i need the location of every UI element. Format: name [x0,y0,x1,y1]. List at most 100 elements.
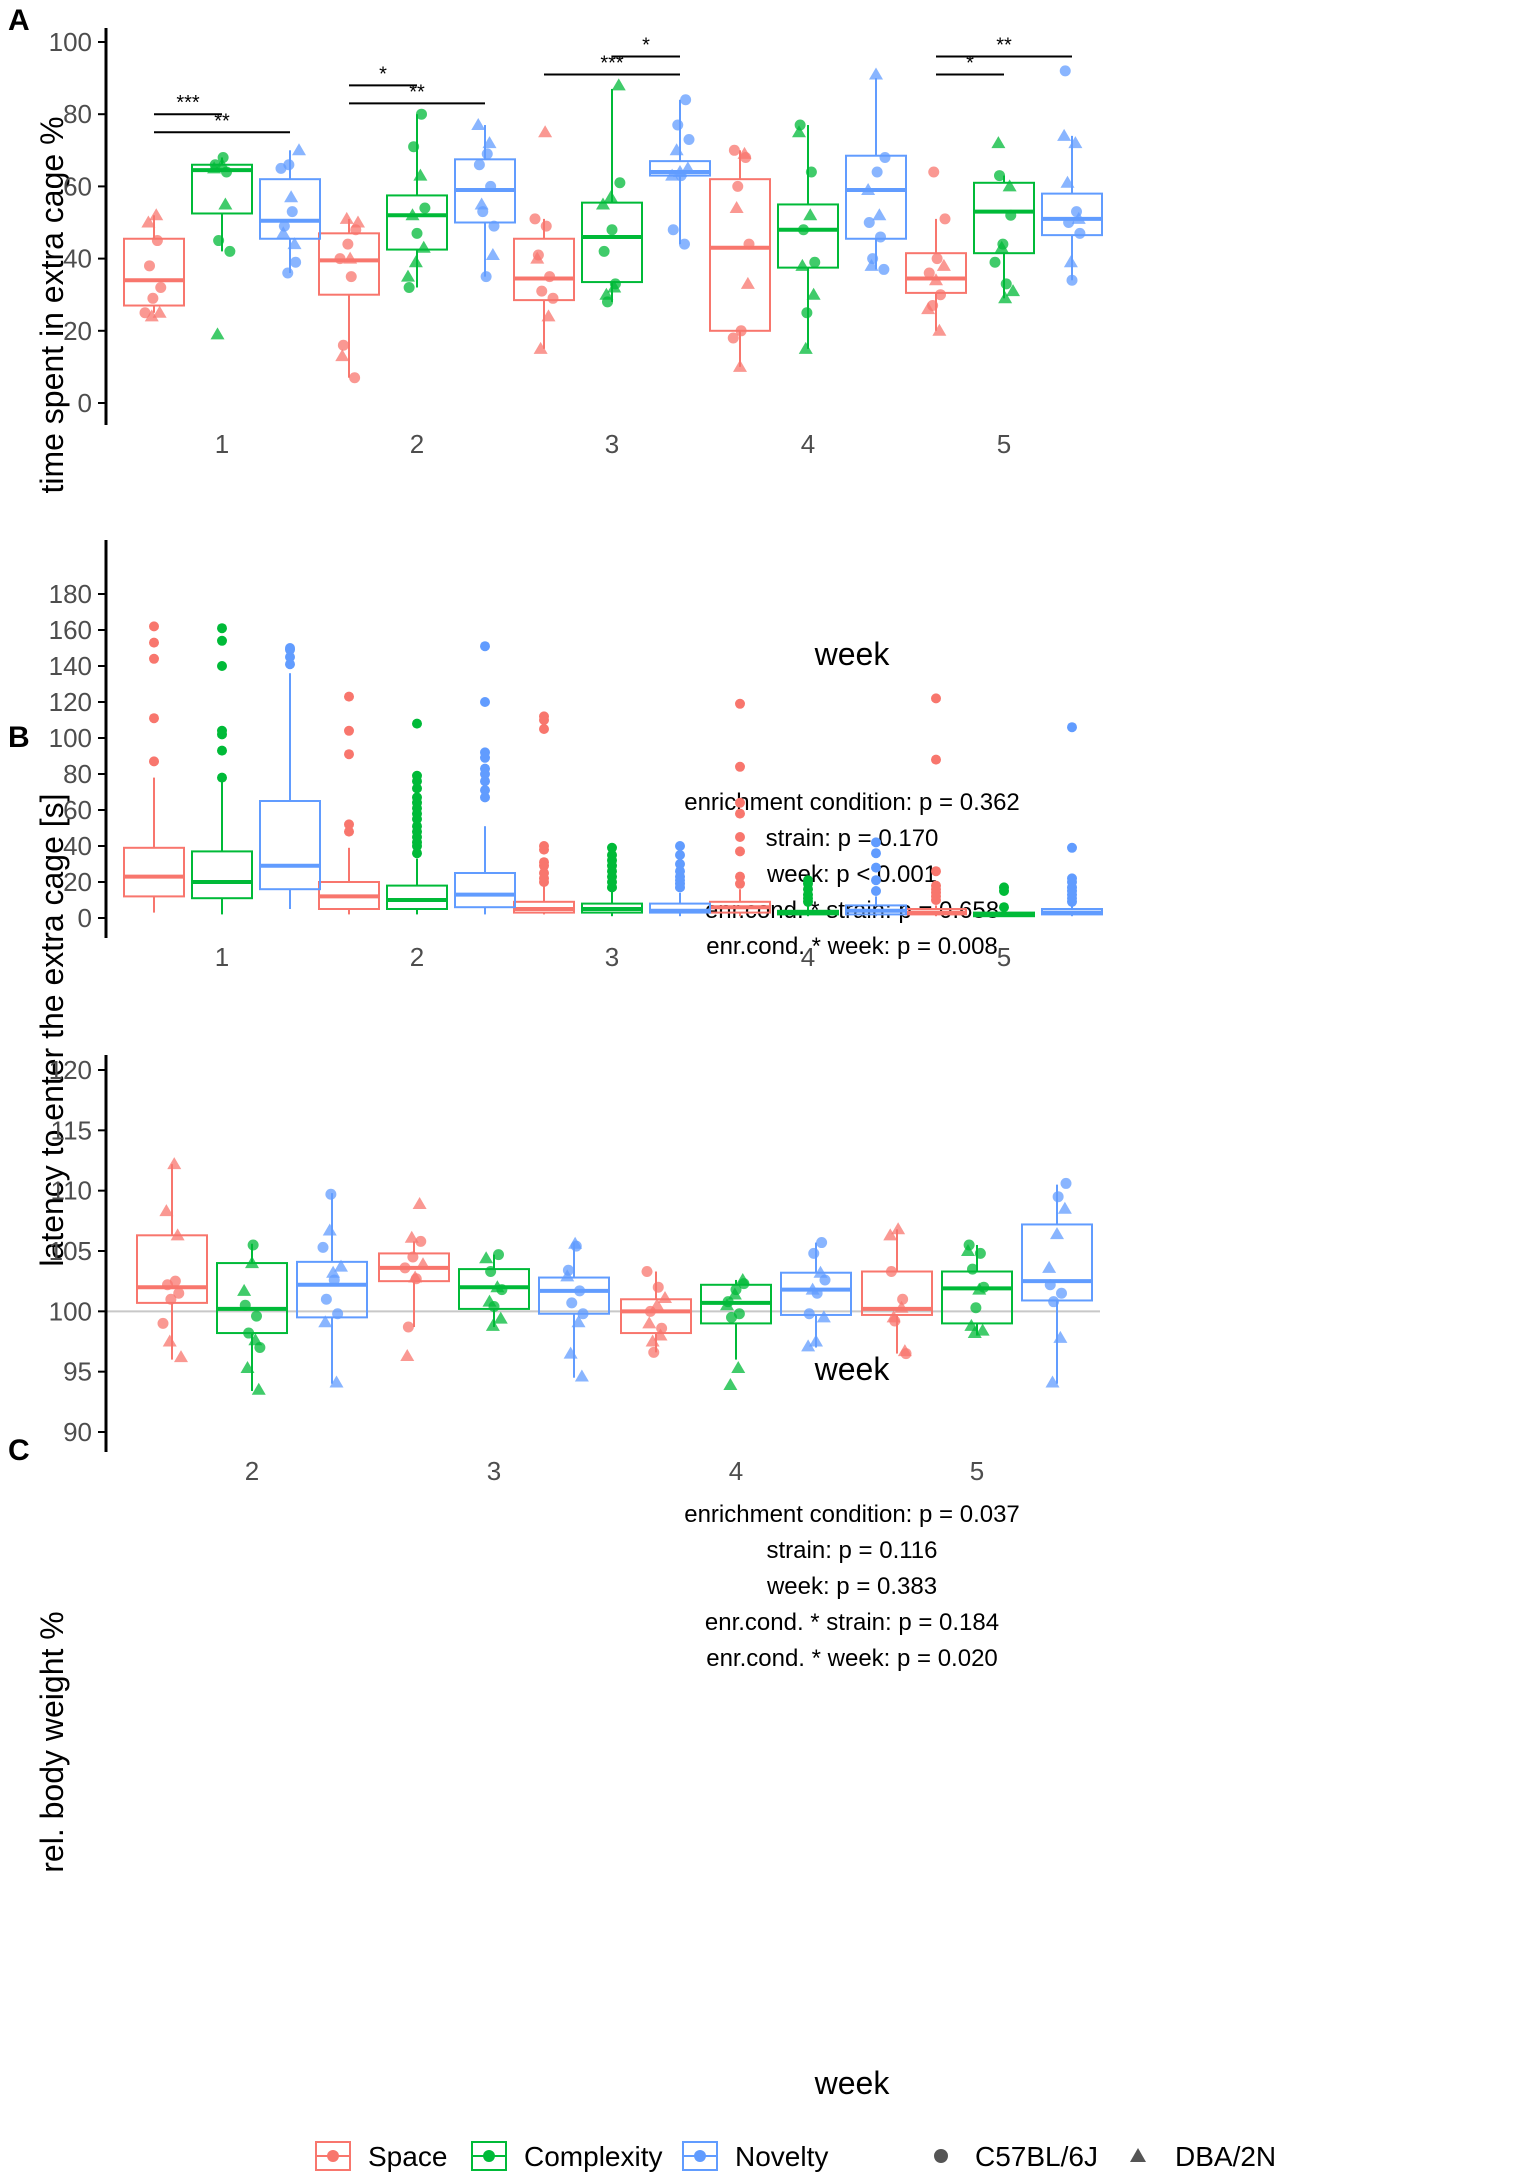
panel-a-space-point [727,332,739,344]
panel-a-novelty-point [1063,255,1078,268]
panel-a-novelty-point [284,190,299,203]
panel-c-x-tick-label: 3 [487,1456,501,1486]
panel-c-novelty-point [317,1241,329,1253]
panel-c-complexity-point [248,1333,263,1346]
panel-c-complexity-point [493,1311,508,1324]
panel-a-significance-label: ** [214,110,230,132]
panel-c-complexity-point [490,1280,505,1293]
panel-a-complexity-point [217,152,229,164]
panel-b-space-outlier [931,693,941,704]
legend-key-space [315,2141,351,2171]
panel-c-complexity-point [726,1311,737,1323]
panel-a-novelty-point [485,247,500,260]
panel-b-novelty-outlier [675,841,685,851]
legend-label-complexity: Complexity [524,2141,662,2172]
panel-b-y-tick-label: 120 [49,687,92,717]
panel-c-space-point [656,1322,668,1334]
panel-a-space-point [931,253,943,265]
panel-a-complexity-point [405,208,420,221]
panel-b-complexity-outlier [217,623,227,634]
panel-c-novelty-point [574,1285,586,1297]
panel-a-space-point [921,302,936,315]
panel-a-novelty-point [879,152,891,164]
panel-b-x-axis-title: week [814,1351,891,1387]
panel-a-space-point [541,309,556,322]
panel-a-space-point [536,285,548,297]
panel-b-complexity-outlier [803,875,813,886]
panel-c-space-point [891,1222,906,1235]
panel-c-complexity-point [240,1361,255,1374]
panel-a-complexity-point [792,125,806,138]
panel-a-y-tick-label: 80 [63,99,92,129]
panel-c-complexity-point [237,1283,252,1296]
panel-c-y-tick-label: 115 [51,1115,92,1145]
panel-b-space-outlier [539,857,549,868]
panel-a-complexity-point [413,168,428,181]
panel-a-novelty-point [482,136,497,149]
panel-b-complexity-outlier [412,848,422,859]
panel-b-complexity-outlier [217,635,227,646]
panel-c-complexity-point [970,1302,982,1314]
panel-b-space-box [123,846,185,898]
panel-b-novelty-outlier [480,785,490,796]
panel-c-space-box [861,1270,933,1316]
panel-b-space-outlier [344,749,354,760]
panel-a-novelty-point [867,253,879,265]
panel-a-complexity-point [416,240,431,253]
panel-b-stat-week: week: p < 0.001 [766,861,937,888]
panel-c-complexity-point [485,1318,500,1331]
panel-a-space-point [923,267,935,279]
panel-b-novelty-outlier [285,659,295,670]
panel-a-space-point [343,251,358,264]
panel-c-complexity-point [972,1282,987,1295]
panel-c-y-tick-label: 100 [49,1296,92,1326]
panel-b-space-outlier [344,819,354,830]
panel-a-novelty-point [871,166,883,178]
panel-c-x-tick-label: 2 [245,1456,259,1486]
panel-a-x-tick-label: 3 [605,429,619,459]
panel-a-novelty-point [861,183,876,196]
panel-a-space-point [139,307,151,319]
panel-a-space-point [342,238,354,250]
panel-a-complexity-point [408,141,420,153]
panel-a-complexity-point [401,269,415,282]
panel-c-complexity-point [251,1310,262,1322]
panel-a-y-tick-label: 40 [63,244,92,274]
panel-b-space-outlier [735,761,745,772]
legend-key-complexity [471,2141,507,2171]
panel-a-complexity-point [1006,284,1020,297]
panel-b-complexity-outlier [217,745,227,756]
legend-key-novelty-dot [694,2150,706,2162]
panel-b-complexity-outlier [412,718,422,729]
panel-a-complexity-point [794,119,806,131]
panel-a-space-point [544,271,556,283]
panel-a-complexity-point [611,78,626,91]
panel-a-space-point [732,180,744,192]
panel-a-novelty-box [259,178,321,240]
panel-a-significance-label: *** [600,52,624,74]
panel-b-complexity-box [386,884,448,910]
panel-c-space-point [652,1281,664,1293]
panel-b-complexity-outlier [607,842,617,853]
panel-b-complexity-outlier [217,772,227,783]
panel-b-x-tick-label: 4 [801,942,815,972]
panel-c-space-point [400,1348,415,1361]
panel-c-space-point [645,1334,660,1347]
panel-a-y-tick-label: 60 [63,171,92,201]
panel-c-space-point [162,1334,177,1347]
panel-a-x-tick-label: 1 [215,429,229,459]
panel-a-novelty-point [485,180,497,192]
panel-a-complexity-box [777,203,839,269]
panel-a-significance-label: ** [996,34,1012,56]
panel-c-novelty-point [803,1308,815,1320]
panel-a-complexity-point [809,256,821,268]
panel-c-novelty-point [577,1308,589,1320]
panel-c-novelty-point [563,1346,578,1359]
panel-a-x-axis-title: week [814,636,891,672]
panel-c-complexity-point [974,1247,986,1259]
legend-label-novelty: Novelty [735,2141,828,2172]
panel-a-space-point [743,238,755,250]
panel-b-novelty-outlier [480,697,490,707]
panel-a-space-point [538,125,553,138]
panel-c-novelty-point [1045,1375,1060,1388]
